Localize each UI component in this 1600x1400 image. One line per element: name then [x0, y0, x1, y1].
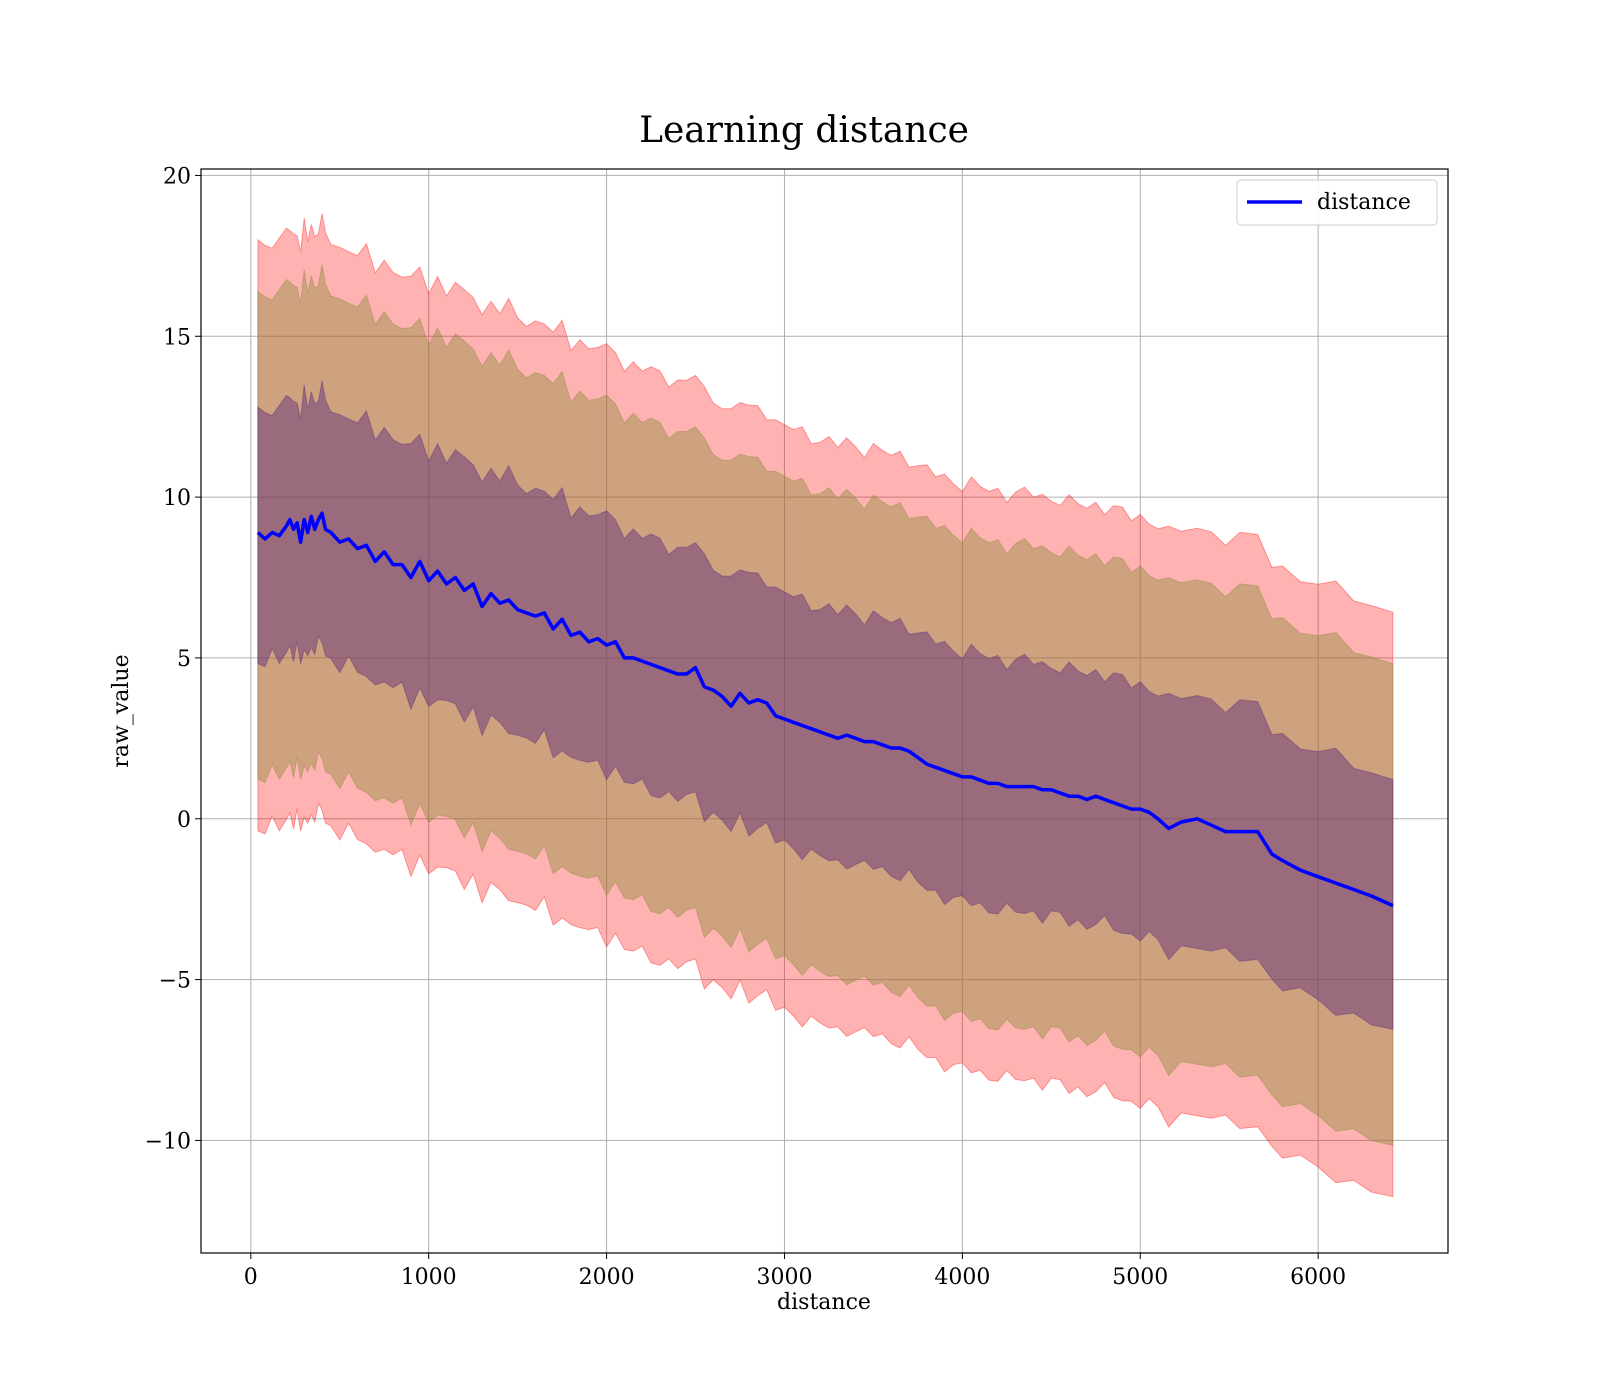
y-axis-ticks: −10 −5 0 5 10 15 20 — [145, 164, 201, 1154]
y-tick-label: −5 — [159, 969, 191, 994]
axes-frame — [200, 168, 1449, 1254]
y-tick-label: 20 — [163, 164, 191, 189]
x-axis-label: distance — [777, 1290, 871, 1315]
y-tick-label: 10 — [163, 486, 191, 511]
series-line-distance — [256, 511, 1394, 908]
y-tick-label: −10 — [145, 1129, 191, 1154]
x-tick-label: 1000 — [401, 1265, 457, 1290]
series-lines — [256, 511, 1394, 908]
std-band-inner — [257, 380, 1394, 1031]
y-tick-label: 5 — [177, 647, 191, 672]
x-tick-label: 6000 — [1290, 1265, 1346, 1290]
x-tick-label: 0 — [244, 1265, 258, 1290]
x-tick-label: 5000 — [1112, 1265, 1168, 1290]
x-tick-label: 2000 — [579, 1265, 635, 1290]
x-tick-label: 4000 — [934, 1265, 990, 1290]
std-band-middle — [257, 264, 1394, 1146]
std-bands — [257, 213, 1394, 1198]
y-axis-label: raw_value — [109, 654, 134, 767]
y-tick-label: 15 — [163, 325, 191, 350]
x-tick-label: 3000 — [756, 1265, 812, 1290]
x-axis-ticks: 0 1000 2000 3000 4000 5000 6000 — [244, 1253, 1346, 1290]
grid-lines — [201, 169, 1448, 1253]
legend-box — [1236, 179, 1438, 226]
chart-title: Learning distance — [639, 110, 969, 151]
std-band-outer — [257, 213, 1394, 1198]
y-tick-label: 0 — [177, 808, 191, 833]
legend-label-distance: distance — [1317, 190, 1411, 215]
chart-legend: distance — [1236, 179, 1438, 226]
